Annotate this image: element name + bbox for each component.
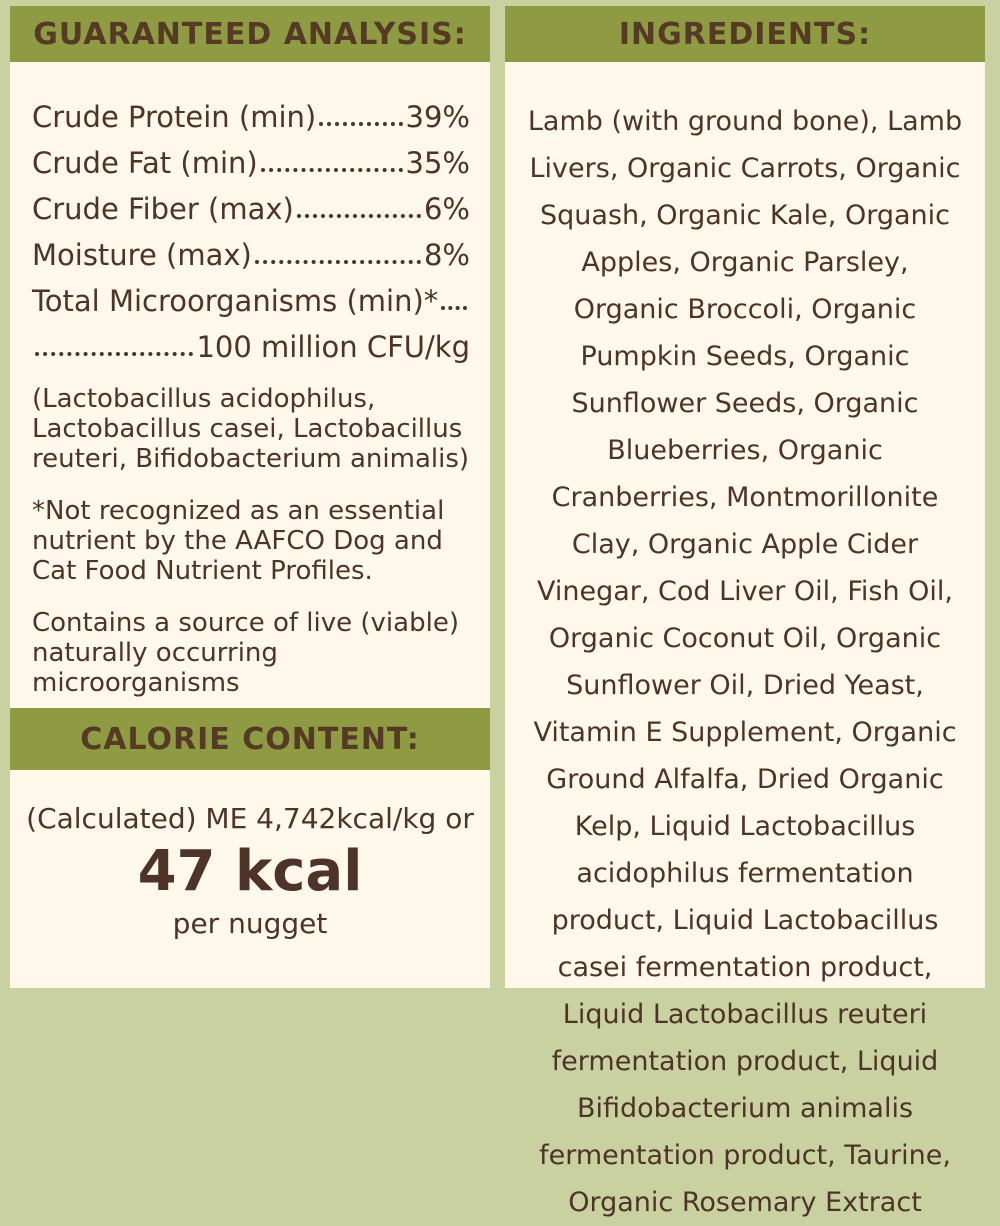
analysis-notes: (Lactobacillus acidophilus, Lactobacillu…: [10, 364, 490, 698]
analysis-label: Crude Fiber (max): [32, 192, 294, 226]
note-aafco-disclaimer: *Not recognized as an essential nutrient…: [32, 496, 445, 586]
dot-leader: [441, 306, 467, 310]
analysis-table: Crude Protein (min) 39% Crude Fat (min) …: [10, 62, 490, 364]
dot-leader: [254, 260, 421, 264]
analysis-label: Crude Protein (min): [32, 100, 317, 134]
ingredients-header: INGREDIENTS:: [505, 6, 985, 62]
ingredients-list: Lamb (with ground bone), Lamb Livers, Or…: [527, 106, 963, 1218]
per-nugget-label: per nugget: [172, 907, 328, 940]
calorie-calculated-line: (Calculated) ME 4,742kcal/kg or: [26, 802, 474, 835]
analysis-label: Total Microorganisms (min)*: [32, 284, 439, 318]
analysis-label: Crude Fat (min): [32, 146, 258, 180]
dot-leader: [296, 214, 421, 218]
guaranteed-analysis-title: GUARANTEED ANALYSIS:: [33, 16, 467, 52]
analysis-value: 6%: [423, 192, 470, 226]
guaranteed-analysis-header: GUARANTEED ANALYSIS:: [10, 6, 490, 62]
analysis-value: 39%: [405, 100, 470, 134]
analysis-label: Moisture (max): [32, 238, 252, 272]
analysis-row-moisture: Moisture (max) 8%: [32, 226, 470, 272]
guaranteed-analysis-panel: GUARANTEED ANALYSIS: Crude Protein (min)…: [10, 6, 490, 988]
analysis-row-crude-protein: Crude Protein (min) 39%: [32, 88, 470, 134]
analysis-value: 100 million CFU/kg: [196, 330, 470, 364]
ingredients-title: INGREDIENTS:: [618, 16, 872, 52]
calorie-content-header: CALORIE CONTENT:: [10, 708, 490, 770]
dot-leader: [260, 168, 403, 172]
analysis-row-total-microorganisms: Total Microorganisms (min)*: [32, 272, 470, 318]
dot-leader: [35, 352, 194, 356]
calorie-content-body: (Calculated) ME 4,742kcal/kg or 47 kcal …: [10, 770, 490, 940]
kcal-per-nugget-value: 47 kcal: [137, 839, 363, 904]
dot-leader: [319, 122, 403, 126]
analysis-row-crude-fiber: Crude Fiber (max) 6%: [32, 180, 470, 226]
analysis-value: 35%: [405, 146, 470, 180]
calorie-content-title: CALORIE CONTENT:: [80, 721, 420, 757]
analysis-row-crude-fat: Crude Fat (min) 35%: [32, 134, 470, 180]
ingredients-panel: INGREDIENTS: Lamb (with ground bone), La…: [505, 6, 985, 1218]
note-live-microorganisms: Contains a source of live (viable) natur…: [32, 608, 459, 698]
note-probiotic-species: (Lactobacillus acidophilus, Lactobacillu…: [32, 384, 470, 474]
analysis-value: 8%: [423, 238, 470, 272]
analysis-row-cfu-value: 100 million CFU/kg: [32, 318, 470, 364]
